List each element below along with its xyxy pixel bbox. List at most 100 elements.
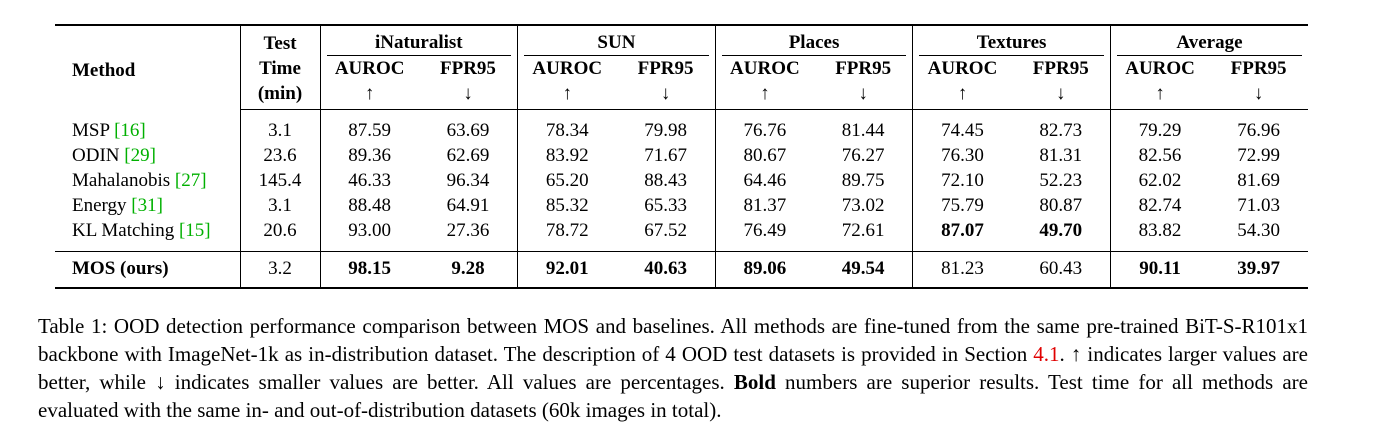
value-cell: 64.91 — [446, 195, 490, 216]
metric-header: FPR95 — [1230, 58, 1287, 79]
table-body: MSP [16] 3.1 87.59 63.69 78.34 79.98 76.76 81.4… — [55, 109, 1308, 289]
metric-header: FPR95 — [637, 58, 694, 79]
time-cell: 20.6 — [239, 218, 320, 252]
value-cell: 76.27 — [841, 145, 885, 166]
arrow: ↑ — [1109, 81, 1210, 110]
metric-header: FPR95 — [1032, 58, 1089, 79]
value-cell: 72.61 — [814, 218, 913, 252]
time-cell: 3.2 — [239, 251, 320, 289]
header-time: Test — [239, 24, 320, 56]
arrow: ↓ — [814, 81, 913, 110]
metric-header: AUROC — [1109, 56, 1210, 81]
value-cell: 71.03 — [1237, 195, 1280, 216]
method-cell: MSP [16] — [55, 110, 240, 144]
table-caption: Table 1: OOD detection performance compa… — [38, 312, 1308, 424]
arrow: ↓ — [1209, 81, 1308, 110]
value-cell: 82.74 — [1109, 193, 1210, 218]
dataset-name: iNaturalist — [326, 31, 512, 56]
value-cell: 54.30 — [1209, 218, 1308, 252]
value-cell: 88.43 — [644, 170, 687, 191]
dataset-header: Average — [1109, 24, 1308, 56]
arrow: ↑ — [912, 81, 1012, 110]
header-time: Time — [239, 56, 320, 81]
method-name: Energy — [72, 195, 127, 216]
value-cell: 27.36 — [418, 218, 518, 252]
metric-header: FPR95 — [835, 58, 892, 79]
citation: [16] — [114, 119, 146, 141]
value-cell: 81.37 — [714, 193, 815, 218]
value-cell: 92.01 — [517, 251, 617, 289]
value-cell: 78.34 — [517, 109, 617, 143]
caption-segment: 4.1 — [1033, 342, 1060, 366]
value-cell: 39.97 — [1209, 251, 1308, 289]
time-cell: 3.1 — [239, 193, 320, 218]
value-cell: 87.59 — [319, 109, 419, 143]
dataset-name: Places — [721, 31, 907, 56]
method-cell: ODIN [29] — [55, 143, 240, 168]
value-cell: 79.29 — [1109, 109, 1210, 143]
value-cell: 49.54 — [814, 251, 913, 289]
arrow: ↑ — [319, 81, 419, 110]
value-cell: 81.31 — [1039, 145, 1083, 166]
value-cell: 89.36 — [319, 143, 419, 168]
value-cell: 72.99 — [1237, 145, 1280, 166]
dataset-name: Textures — [919, 31, 1104, 56]
caption-segment: numbers are superior results. Test time … — [38, 370, 1308, 422]
value-cell: 46.33 — [319, 168, 419, 193]
citation: [15] — [178, 220, 211, 241]
dataset-header: Places — [714, 24, 913, 56]
arrow: ↓ — [418, 81, 518, 110]
value-cell: 67.52 — [616, 218, 716, 252]
value-cell: 89.06 — [714, 251, 815, 289]
table-row: Mahalanobis [27] 145.4 46.33 96.34 65.20 88.4… — [55, 168, 1308, 193]
table-row: MSP [16] 3.1 87.59 63.69 78.34 79.98 76.76 81.4… — [55, 109, 1308, 144]
value-cell: 82.73 — [1039, 120, 1083, 141]
value-cell: 81.69 — [1237, 170, 1280, 191]
value-cell: 80.67 — [714, 143, 815, 168]
value-cell: 90.11 — [1109, 251, 1210, 289]
value-cell: 87.07 — [912, 218, 1012, 252]
caption-segment: Table 1: OOD detection performance compa… — [38, 314, 1308, 366]
header-row: (min) ↑ ↓ ↑ ↓ ↑ ↓ ↑ ↓ ↑ ↓ — [55, 81, 1308, 110]
value-cell: 76.96 — [1237, 120, 1280, 141]
value-cell: 88.48 — [319, 193, 419, 218]
value-cell: 65.20 — [517, 168, 617, 193]
method-cell: MOS (ours) — [55, 251, 240, 289]
metric-header: FPR95 — [439, 58, 496, 79]
dataset-header: Textures — [912, 24, 1111, 56]
metric-header: AUROC — [912, 56, 1012, 81]
metric-header: AUROC — [714, 56, 815, 81]
table-row: KL Matching [15] 20.6 93.00 27.36 78.72 67.52… — [55, 218, 1308, 252]
value-cell: 63.69 — [446, 120, 490, 141]
value-cell: 78.72 — [517, 218, 617, 252]
caption-segment: . ↑ indicates larger values are better, … — [38, 342, 1308, 394]
value-cell: 89.75 — [841, 170, 885, 191]
table-row: ODIN [29] 23.6 89.36 62.69 83.92 71.67 80.67 76… — [55, 143, 1308, 168]
method-name: MOS (ours) — [72, 258, 169, 279]
value-cell: 82.56 — [1109, 143, 1210, 168]
value-cell: 52.23 — [1039, 170, 1083, 191]
value-cell: 81.23 — [912, 251, 1012, 289]
value-cell: 71.67 — [644, 145, 687, 166]
value-cell: 98.15 — [319, 251, 419, 289]
header-row: Time AUROC FPR95 AUROC FPR95 AUROC FPR95 AUROC F… — [55, 56, 1308, 81]
method-cell: KL Matching [15] — [55, 218, 240, 252]
value-cell: 49.70 — [1011, 218, 1111, 252]
value-cell: 72.10 — [912, 168, 1012, 193]
value-cell: 76.76 — [714, 109, 815, 143]
table-row: MOS (ours) 3.2 98.15 9.28 92.01 40.63 89.06 49.… — [55, 251, 1308, 289]
method-name: KL Matching — [72, 220, 175, 241]
value-cell: 81.44 — [841, 120, 885, 141]
time-cell: 23.6 — [239, 143, 320, 168]
value-cell: 9.28 — [418, 251, 518, 289]
value-cell: 64.46 — [714, 168, 815, 193]
value-cell: 60.43 — [1011, 251, 1111, 289]
value-cell: 62.02 — [1109, 168, 1210, 193]
dataset-header: iNaturalist — [319, 24, 518, 56]
value-cell: 85.32 — [517, 193, 617, 218]
method-name: ODIN — [72, 145, 120, 166]
method-cell: Energy [31] — [55, 193, 240, 218]
arrow: ↑ — [714, 81, 815, 110]
value-cell: 65.33 — [644, 195, 687, 216]
